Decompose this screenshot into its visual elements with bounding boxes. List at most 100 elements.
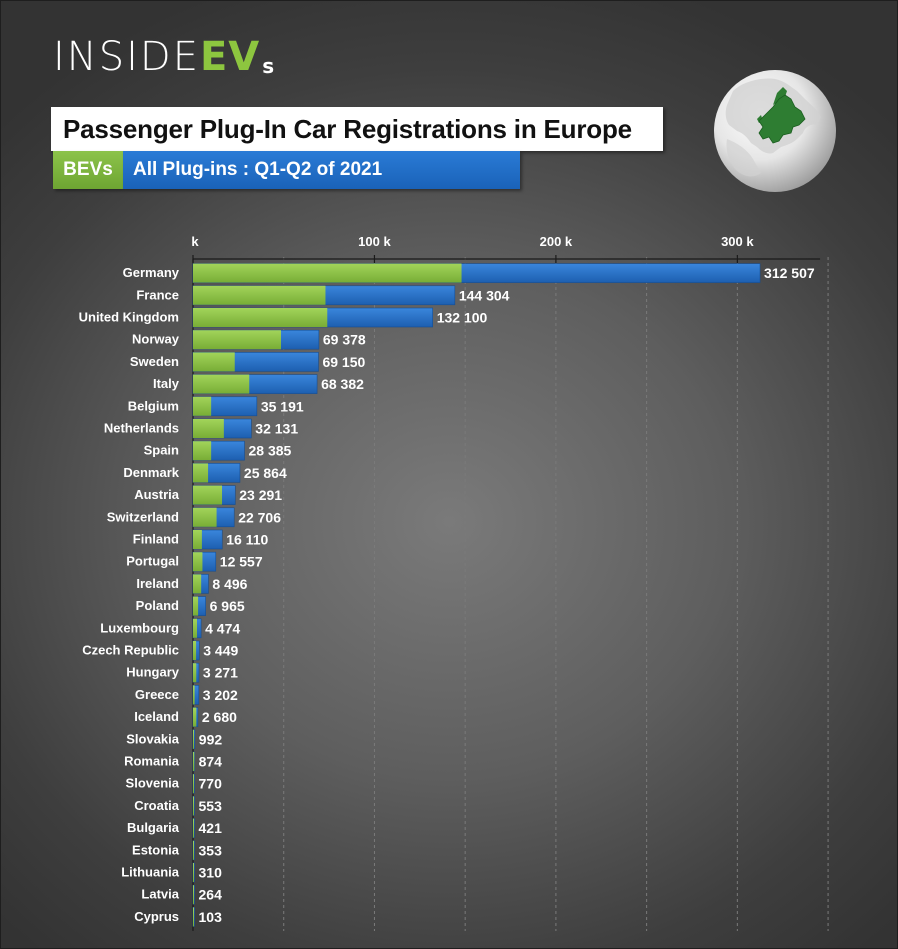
bar-bevs xyxy=(193,308,328,327)
category-label: Italy xyxy=(153,376,180,391)
value-label: 3 202 xyxy=(203,687,238,703)
bar-bevs xyxy=(193,840,194,860)
value-label: 25 864 xyxy=(244,465,287,481)
value-label: 2 680 xyxy=(202,709,237,725)
category-label: Czech Republic xyxy=(82,643,179,658)
bar-bevs xyxy=(193,285,326,305)
legend-bevs: BEVs xyxy=(53,151,123,189)
title-box: Passenger Plug-In Car Registrations in E… xyxy=(51,107,663,151)
category-label: Sweden xyxy=(130,354,179,369)
category-label: France xyxy=(136,287,179,302)
bar-bevs xyxy=(193,574,202,594)
value-label: 3 271 xyxy=(203,665,238,681)
category-label: Slovakia xyxy=(126,731,180,746)
category-label: Croatia xyxy=(134,798,180,813)
value-label: 8 496 xyxy=(212,576,247,592)
bar-bevs xyxy=(193,552,203,572)
bar-bevs xyxy=(193,707,197,727)
logo-accent-text: EV xyxy=(199,34,261,80)
bar-bevs xyxy=(193,663,197,683)
category-label: Romania xyxy=(124,754,180,769)
bar-bevs xyxy=(193,618,197,638)
category-label: Belgium xyxy=(128,398,179,413)
bar-bevs xyxy=(193,729,194,749)
value-label: 310 xyxy=(199,865,223,881)
value-label: 28 385 xyxy=(249,443,292,459)
bar-bevs xyxy=(193,752,195,771)
category-label: Norway xyxy=(132,332,180,347)
category-label: Greece xyxy=(135,687,179,702)
x-tick-label: 200 k xyxy=(540,234,573,249)
value-label: 35 191 xyxy=(261,398,304,414)
category-label: Hungary xyxy=(126,665,180,680)
category-label: Estonia xyxy=(132,842,180,857)
bar-bevs xyxy=(193,774,194,794)
value-label: 3 449 xyxy=(203,643,238,659)
insideevs-logo: INSIDE EV s xyxy=(53,33,274,77)
logo-main-text: INSIDE xyxy=(53,34,200,80)
x-tick-label: 300 k xyxy=(721,234,754,249)
value-label: 22 706 xyxy=(238,509,281,525)
bar-bevs xyxy=(193,330,282,350)
value-label: 68 382 xyxy=(321,376,364,392)
bar-bevs xyxy=(193,419,224,438)
category-label: Slovenia xyxy=(126,776,180,791)
category-label: Poland xyxy=(136,598,179,613)
bar-bevs xyxy=(193,263,462,283)
bar-bevs xyxy=(193,396,212,416)
bar-bevs xyxy=(193,374,250,394)
value-label: 144 304 xyxy=(459,287,510,303)
category-label: Ireland xyxy=(136,576,179,591)
value-label: 32 131 xyxy=(255,421,298,437)
europe-globe-icon xyxy=(714,70,836,192)
bar-bevs xyxy=(193,818,194,838)
category-label: Latvia xyxy=(141,887,179,902)
value-label: 12 557 xyxy=(220,554,263,570)
chart-title: Passenger Plug-In Car Registrations in E… xyxy=(63,114,632,144)
logo-suffix-text: s xyxy=(262,54,275,78)
category-label: Lithuania xyxy=(121,865,180,880)
category-label: Germany xyxy=(123,265,180,280)
bar-bevs xyxy=(193,507,217,527)
category-label: Finland xyxy=(133,532,179,547)
x-tick-label: 100 k xyxy=(358,234,391,249)
category-label: Luxembourg xyxy=(100,620,179,635)
category-label: Bulgaria xyxy=(127,820,180,835)
bar-bevs xyxy=(193,463,209,483)
legend-all-plugins: All Plug-ins : Q1-Q2 of 2021 xyxy=(123,151,520,189)
value-label: 16 110 xyxy=(226,532,268,548)
value-label: 353 xyxy=(199,842,223,858)
value-label: 23 291 xyxy=(239,487,282,503)
bar-bevs xyxy=(193,685,195,705)
x-tick-label: k xyxy=(191,234,199,249)
category-label: Switzerland xyxy=(107,509,179,524)
bar-bevs xyxy=(193,641,197,660)
value-label: 312 507 xyxy=(764,265,815,281)
category-label: Iceland xyxy=(134,709,179,724)
bar-bevs xyxy=(193,441,212,461)
category-label: Cyprus xyxy=(134,909,179,924)
value-label: 553 xyxy=(199,798,223,814)
category-label: United Kingdom xyxy=(79,310,179,325)
bar-bevs xyxy=(193,885,194,905)
category-label: Spain xyxy=(144,443,179,458)
value-label: 6 965 xyxy=(210,598,245,614)
category-label: Denmark xyxy=(123,465,179,480)
value-label: 132 100 xyxy=(437,310,488,326)
value-label: 69 378 xyxy=(323,332,366,348)
category-label: Portugal xyxy=(126,554,179,569)
value-label: 264 xyxy=(199,887,223,903)
value-label: 69 150 xyxy=(322,354,365,370)
value-label: 874 xyxy=(199,754,223,770)
bar-bevs xyxy=(193,530,202,549)
value-label: 4 474 xyxy=(205,620,240,636)
category-label: Austria xyxy=(134,487,180,502)
bar-bevs xyxy=(193,796,194,816)
value-label: 992 xyxy=(199,731,223,747)
category-label: Netherlands xyxy=(104,421,179,436)
bar-bevs xyxy=(193,596,199,616)
bar-bevs xyxy=(193,863,194,882)
value-label: 103 xyxy=(199,909,223,925)
value-label: 421 xyxy=(199,820,223,836)
